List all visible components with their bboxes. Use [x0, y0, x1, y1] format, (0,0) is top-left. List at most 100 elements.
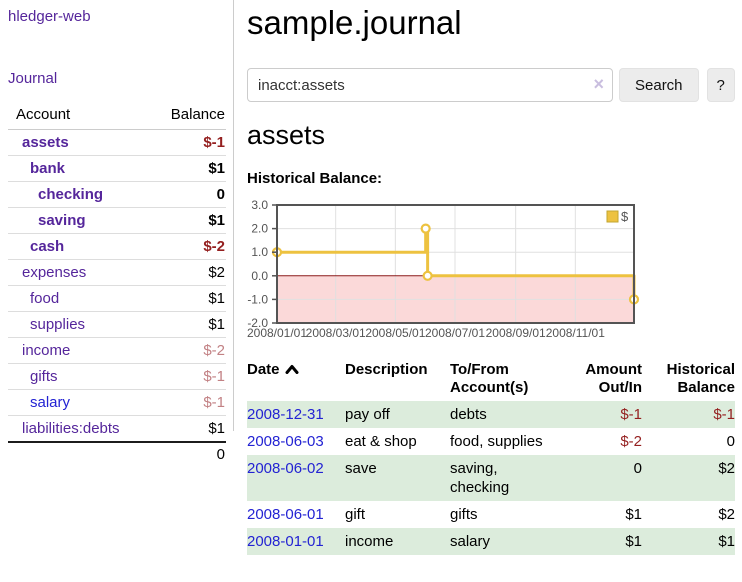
account-name-cell: assets [8, 130, 147, 156]
register-balance-cell: $2 [718, 506, 735, 523]
x-tick-label: 2008/07/01 [425, 326, 485, 340]
register-balance-cell: 0 [726, 433, 735, 450]
account-row: cash $-2 [8, 233, 226, 260]
account-name-cell: liabilities:debts [8, 415, 148, 442]
chart-title: Historical Balance: [247, 170, 383, 187]
register-row: 2008-06-01 gift gifts $1 $2 [247, 501, 735, 528]
account-balance: $1 [147, 311, 226, 338]
account-balance: $1 [147, 207, 226, 234]
sidebar-account-link[interactable]: salary [30, 394, 71, 411]
account-heading: assets [247, 120, 326, 150]
register-balance-cell: $1 [718, 533, 735, 550]
register-description-cell: income [345, 533, 394, 550]
accounts-total-value: 0 [147, 441, 226, 466]
accounts-table: Account Balance assets $-1 bank $1 checking 0… [8, 102, 226, 466]
register-table: Date Description To/From Account(s) Amount … [247, 358, 735, 555]
register-header-description[interactable]: Description [345, 361, 428, 378]
sidebar-account-link[interactable]: saving [38, 212, 86, 229]
x-tick-label: 2008/09/01 [486, 326, 546, 340]
account-name-cell: cash [8, 233, 148, 260]
x-tick-label: 2008/03/01 [306, 326, 366, 340]
account-balance: 0 [147, 181, 226, 208]
accounts-total-spacer [8, 441, 148, 466]
register-header-to-from-account-s-[interactable]: To/From Account(s) [450, 361, 529, 396]
register-date-cell: 2008-06-01 [247, 501, 345, 528]
register-accounts-cell: food, supplies [450, 433, 543, 450]
account-row: assets $-1 [8, 130, 226, 156]
main-content: sample.journal × Search ? assets Histori… [247, 0, 737, 555]
search-button[interactable]: Search [619, 68, 699, 102]
transaction-date-link[interactable]: 2008-12-31 [247, 406, 324, 423]
sidebar: hledger-web Journal Account Balance asse… [8, 0, 226, 466]
sidebar-account-link[interactable]: income [22, 342, 71, 359]
transaction-date-link[interactable]: 2008-06-03 [247, 433, 324, 450]
account-balance: $-1 [147, 363, 226, 390]
transaction-date-link[interactable]: 2008-06-01 [247, 506, 324, 523]
register-amount-cell: $1 [625, 506, 642, 523]
y-tick-label: 1.0 [251, 245, 268, 259]
y-tick-label: -2.0 [247, 316, 268, 330]
register-description-cell: pay off [345, 406, 390, 423]
y-tick-label: -1.0 [247, 292, 268, 306]
register-header-date[interactable]: Date [247, 358, 345, 401]
sidebar-account-link[interactable]: liabilities:debts [22, 420, 120, 437]
sidebar-account-link[interactable]: cash [30, 238, 65, 255]
sidebar-account-link[interactable]: bank [30, 160, 66, 177]
account-name-cell: supplies [8, 311, 148, 338]
account-balance: $1 [147, 415, 226, 442]
account-balance: $-2 [147, 233, 226, 260]
account-balance: $-2 [147, 337, 226, 364]
register-header-row: Date Description To/From Account(s) Amount … [247, 358, 735, 401]
register-accounts-cell: gifts [450, 506, 478, 523]
sidebar-account-link[interactable]: supplies [30, 316, 86, 333]
register-header-amount-out-in[interactable]: Amount Out/In [585, 361, 642, 396]
register-description-cell: eat & shop [345, 433, 417, 450]
account-balance: $1 [147, 155, 226, 182]
legend-label: $ [621, 209, 629, 224]
register-date-cell: 2008-06-02 [247, 455, 345, 501]
clear-search-icon[interactable]: × [593, 74, 604, 94]
y-tick-label: 2.0 [251, 222, 268, 236]
account-name-cell: saving [8, 207, 148, 234]
sidebar-divider [233, 0, 234, 431]
transaction-date-link[interactable]: 2008-06-02 [247, 460, 324, 477]
register-description-cell: save [345, 460, 377, 477]
x-tick-label: 2008/05/01 [365, 326, 425, 340]
register-date-cell: 2008-12-31 [247, 401, 345, 428]
sidebar-item-journal[interactable]: Journal [8, 70, 58, 87]
legend-swatch [606, 210, 619, 223]
register-amount-cell: $-1 [620, 406, 642, 423]
register-amount-cell: 0 [633, 460, 642, 477]
transaction-date-link[interactable]: 2008-01-01 [247, 533, 324, 550]
sidebar-account-link[interactable]: gifts [30, 368, 58, 385]
account-name-cell: checking [8, 181, 148, 208]
account-row: supplies $1 [8, 311, 226, 338]
register-header-historical-balance[interactable]: Historical Balance [666, 361, 735, 396]
register-amount-cell: $1 [625, 533, 642, 550]
register-row: 2008-06-03 eat & shop food, supplies $-2 0 [247, 428, 735, 455]
search-input-wrap: × [247, 68, 613, 102]
account-name-cell: bank [8, 155, 148, 182]
sidebar-account-link[interactable]: checking [38, 186, 104, 203]
account-name-cell: expenses [8, 259, 148, 286]
register-accounts-cell: debts [450, 406, 487, 423]
app-title-link[interactable]: hledger-web [8, 8, 91, 25]
y-tick-label: 0.0 [251, 269, 268, 283]
sidebar-account-link[interactable]: food [30, 290, 60, 307]
search-bar: × Search ? [247, 68, 737, 102]
help-button[interactable]: ? [706, 68, 735, 102]
search-input[interactable] [247, 68, 613, 102]
data-point-marker [422, 270, 433, 281]
account-name-cell: gifts [8, 363, 148, 390]
page-title: sample.journal [247, 4, 462, 41]
account-balance: $-1 [203, 134, 225, 151]
x-tick-label: 2008/11/01 [546, 326, 605, 340]
register-date-cell: 2008-01-01 [247, 528, 345, 555]
sidebar-account-link[interactable]: assets [22, 134, 69, 151]
accounts-header-account: Account [8, 102, 148, 130]
accounts-header-balance: Balance [147, 102, 226, 130]
x-tick-label: 2008/01/01 [247, 326, 307, 340]
sidebar-account-link[interactable]: expenses [22, 264, 87, 281]
account-balance: $2 [147, 259, 226, 286]
accounts-total-row: 0 [8, 441, 226, 466]
